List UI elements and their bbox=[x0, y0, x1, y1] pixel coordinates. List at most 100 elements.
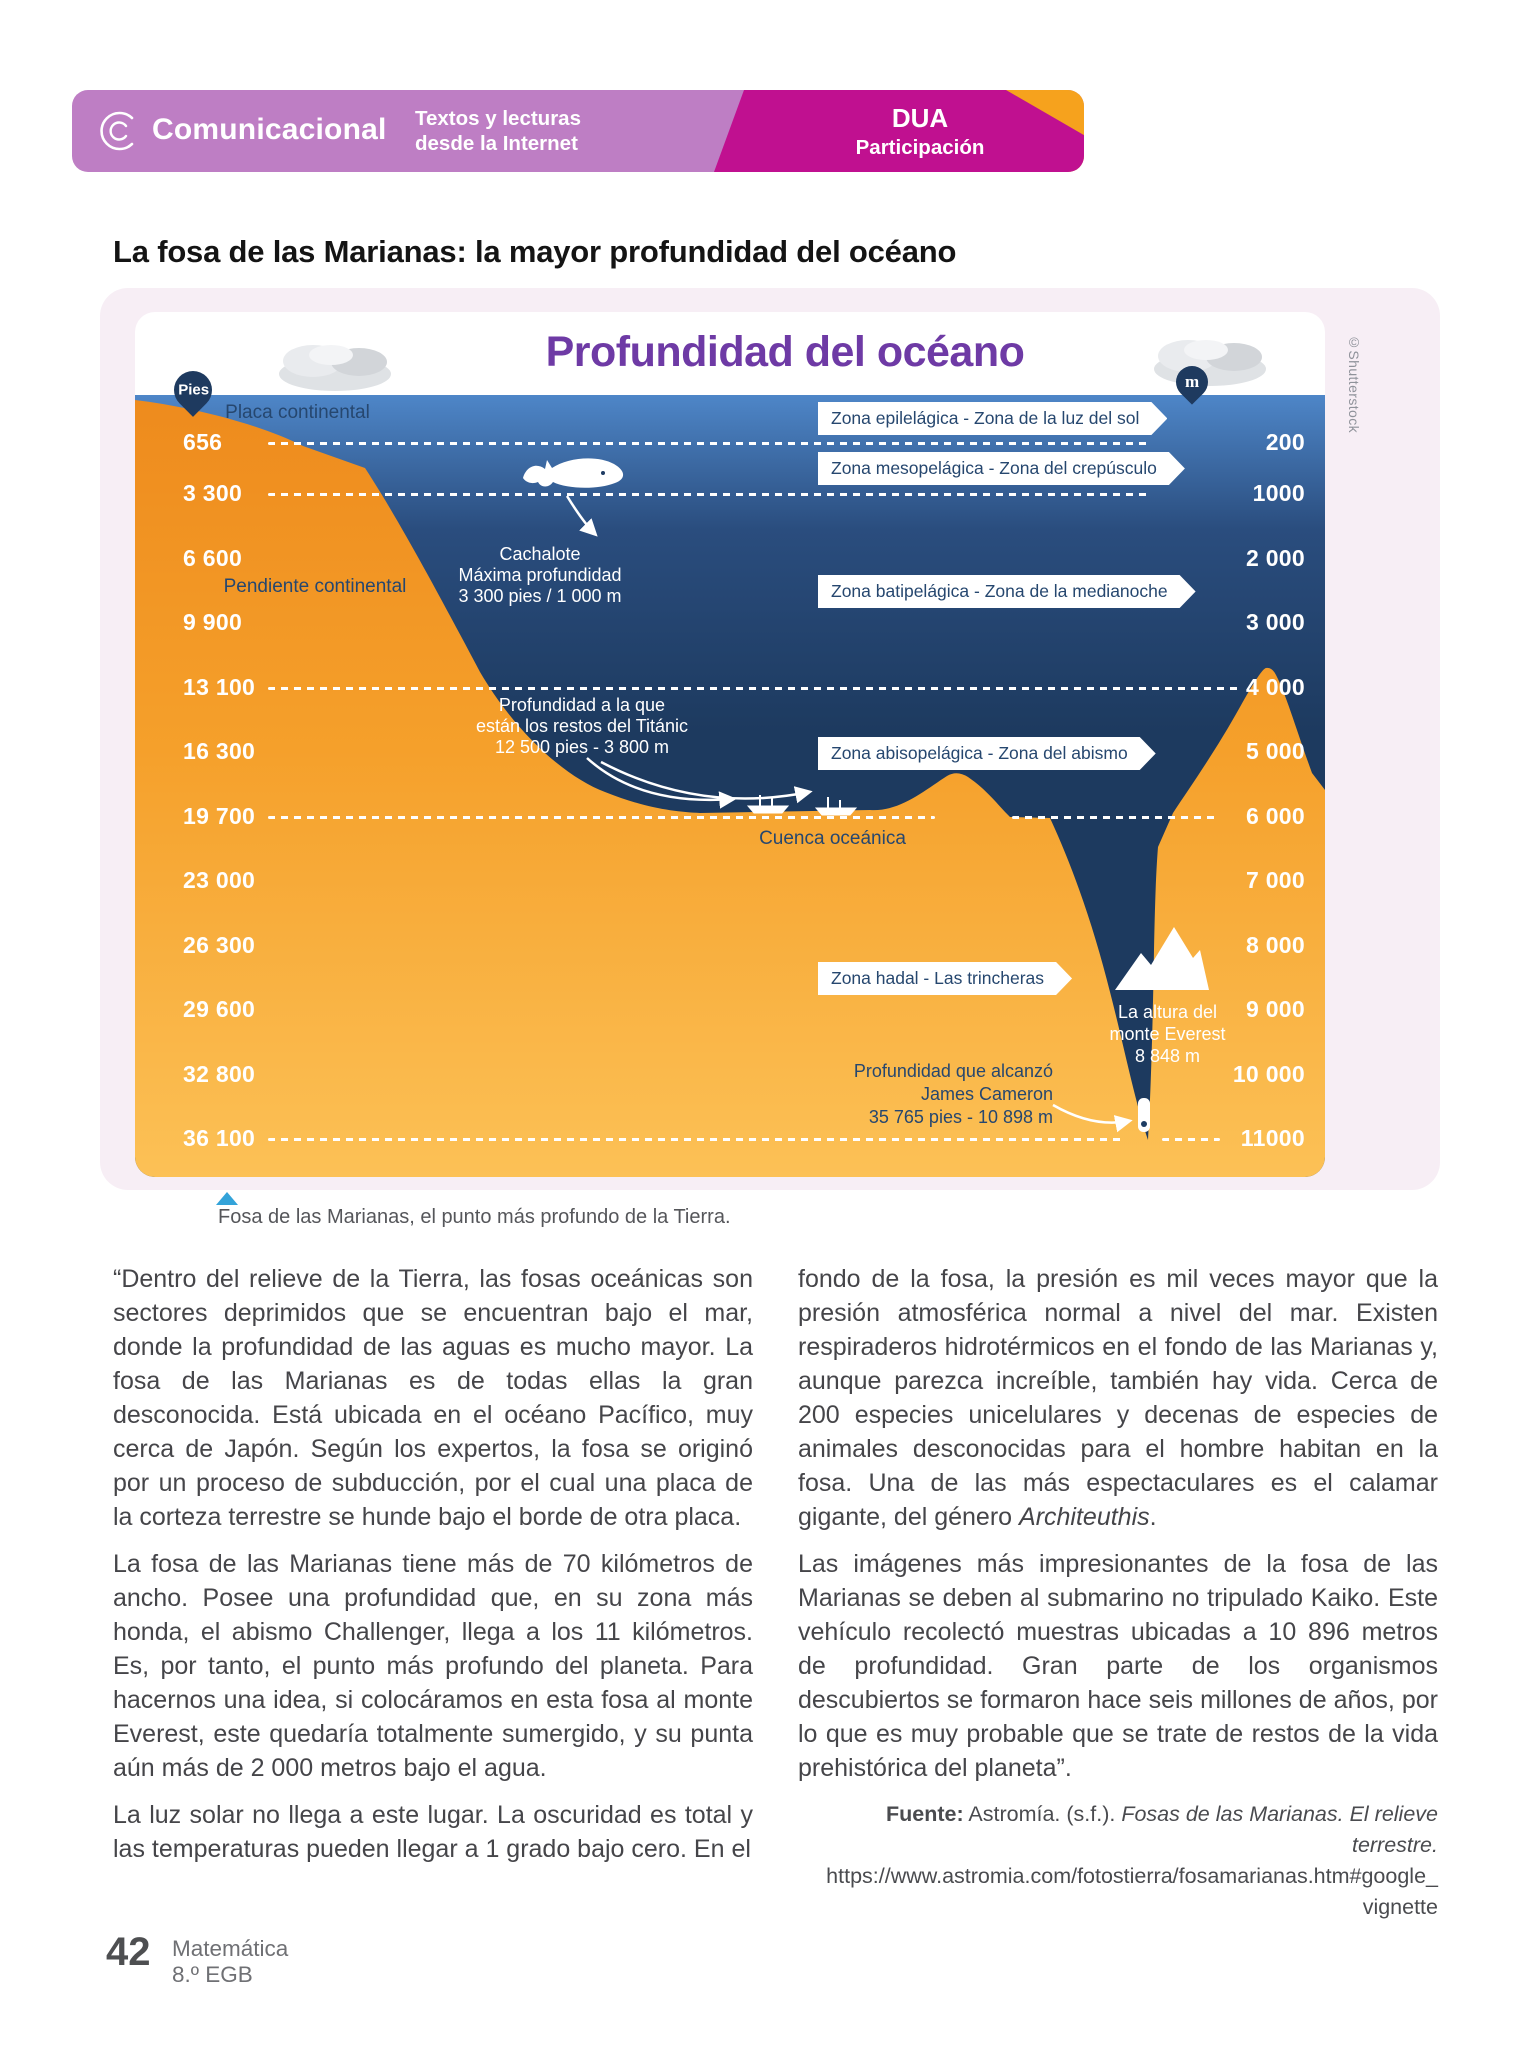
annotation-line: monte Everest bbox=[1109, 1024, 1226, 1044]
depth-line-200m bbox=[268, 442, 1148, 445]
titanic-arrow-1 bbox=[586, 757, 737, 809]
feet-scale-value: 29 600 bbox=[183, 996, 256, 1022]
paragraph: La luz solar no llega a este lugar. La o… bbox=[113, 1801, 753, 1863]
meter-scale-value: 10 000 bbox=[1232, 1061, 1305, 1087]
meter-scale-value: 11000 bbox=[1240, 1125, 1305, 1151]
meter-scale-value: 200 bbox=[1265, 429, 1305, 455]
footer-grade: 8.º EGB bbox=[172, 1962, 253, 1987]
feet-scale-value: 32 800 bbox=[183, 1061, 256, 1087]
figure-caption: Fosa de las Marianas, el punto más profu… bbox=[218, 1206, 731, 1228]
feet-scale-value: 19 700 bbox=[183, 803, 256, 829]
source-url: https://www.astromia.com/fotostierra/fos… bbox=[826, 1864, 1438, 1888]
zone-hadal: Zona hadal - Las trincheras bbox=[818, 962, 1072, 995]
depth-line-4000m bbox=[268, 687, 1238, 690]
zone-epipelagic: Zona epilelágica - Zona de la luz del so… bbox=[818, 402, 1167, 435]
annotation-line: Profundidad que alcanzó bbox=[853, 1061, 1053, 1081]
paragraph: fondo de la fosa, la presión es mil vece… bbox=[798, 1262, 1438, 1534]
page-number: 42 bbox=[106, 1930, 151, 1974]
label-continental-slope: Pendiente continental bbox=[223, 576, 407, 597]
feet-scale-value: 3 300 bbox=[183, 480, 243, 506]
source-work-title: Fosas de las Marianas. El relieve terres… bbox=[1121, 1802, 1438, 1857]
meter-scale-value: 1000 bbox=[1252, 480, 1305, 506]
depth-line-1000m bbox=[268, 493, 1148, 496]
strand-title: Textos y lecturas desde la Internet bbox=[415, 106, 581, 156]
strand-line-2: desde la Internet bbox=[415, 132, 578, 155]
meter-scale-value: 7 000 bbox=[1245, 867, 1305, 893]
footer-subject: Matemática bbox=[172, 1936, 289, 1961]
header-dua-panel bbox=[714, 90, 1084, 172]
meter-scale-value: 4 000 bbox=[1245, 674, 1305, 700]
feet-scale-value: 9 900 bbox=[183, 609, 243, 635]
brand-name: Comunicacional bbox=[152, 113, 387, 146]
dua-sublabel: Participación bbox=[855, 136, 985, 159]
sperm-whale-icon bbox=[523, 458, 624, 488]
cameron-arrow bbox=[1052, 1103, 1133, 1133]
annotation-line: Máxima profundidad bbox=[458, 565, 622, 585]
header-band: Comunicacional Textos y lecturas desde l… bbox=[72, 90, 1084, 172]
source-citation: Fuente: Astromía. (s.f.). Fosas de las M… bbox=[798, 1799, 1438, 1923]
article-left-column: “Dentro del relieve de la Tierra, las fo… bbox=[113, 1262, 753, 1879]
paragraph: “Dentro del relieve de la Tierra, las fo… bbox=[113, 1265, 753, 1531]
annotation-titanic: Profundidad a la que están los restos de… bbox=[457, 695, 707, 758]
annotation-sperm-whale: Cachalote Máxima profundidad 3 300 pies … bbox=[445, 544, 635, 607]
annotation-line: 8 848 m bbox=[1134, 1046, 1201, 1066]
annotation-line: Cachalote bbox=[499, 544, 581, 564]
paragraph: Las imágenes más impresionantes de la fo… bbox=[798, 1550, 1438, 1782]
label-continental-shelf: Placa continental bbox=[225, 402, 370, 423]
annotation-everest: La altura del monte Everest 8 848 m bbox=[1085, 1001, 1250, 1067]
meter-scale-value: 2 000 bbox=[1245, 545, 1305, 571]
paragraph-text: fondo de la fosa, la presión es mil vece… bbox=[798, 1265, 1438, 1531]
annotation-line: 12 500 pies - 3 800 m bbox=[494, 737, 670, 757]
titanic-arrow-2 bbox=[600, 760, 813, 804]
feet-scale-value: 6 600 bbox=[183, 545, 243, 571]
label-ocean-basin: Cuenca oceánica bbox=[759, 828, 906, 849]
strand-line-1: Textos y lecturas bbox=[415, 107, 581, 130]
source-author: Astromía. (s.f.). bbox=[963, 1802, 1122, 1826]
annotation-line: 35 765 pies - 10 898 m bbox=[868, 1107, 1053, 1127]
feet-scale-value: 13 100 bbox=[183, 674, 256, 700]
page-title: La fosa de las Marianas: la mayor profun… bbox=[113, 234, 957, 269]
species-name: Architeuthis bbox=[1019, 1503, 1150, 1531]
infographic-title: Profundidad del océano bbox=[545, 328, 1025, 376]
feet-unit-label: Pies bbox=[177, 381, 209, 399]
dua-badge: DUA Participación bbox=[830, 103, 1010, 160]
meter-scale-value: 3 000 bbox=[1245, 609, 1305, 635]
zone-abyssopelagic: Zona abisopelágica - Zona del abismo bbox=[818, 737, 1156, 770]
meter-scale-value: 5 000 bbox=[1245, 738, 1305, 764]
everest-mountain-icon bbox=[1115, 927, 1209, 990]
zone-mesopelagic: Zona mesopelágica - Zona del crepúsculo bbox=[818, 452, 1185, 485]
caption-marker-icon bbox=[216, 1192, 238, 1205]
depth-line-11000m bbox=[268, 1138, 1125, 1141]
titanic-wreck-icon bbox=[746, 795, 858, 816]
feet-scale-value: 656 bbox=[183, 429, 223, 455]
submersible-icon bbox=[1138, 1098, 1150, 1132]
whale-arrow bbox=[565, 495, 598, 537]
depth-line-6000m bbox=[268, 816, 935, 819]
cloud-left-icon bbox=[279, 345, 391, 391]
paragraph: La fosa de las Marianas tiene más de 70 … bbox=[113, 1550, 753, 1782]
paragraph-text: . bbox=[1149, 1503, 1157, 1531]
meter-scale-value: 6 000 bbox=[1245, 803, 1305, 829]
article-right-column: fondo de la fosa, la presión es mil vece… bbox=[798, 1262, 1438, 1923]
zone-bathypelagic: Zona batipelágica - Zona de la medianoch… bbox=[818, 575, 1196, 608]
annotation-line: 3 300 pies / 1 000 m bbox=[458, 586, 622, 606]
meter-scale-value: 9 000 bbox=[1245, 996, 1305, 1022]
annotation-line: están los restos del Titánic bbox=[475, 716, 689, 736]
annotation-line: James Cameron bbox=[920, 1084, 1053, 1104]
source-label: Fuente: bbox=[885, 1802, 964, 1826]
feet-scale-value: 36 100 bbox=[183, 1125, 256, 1151]
image-credit: ©Shutterstock bbox=[1346, 334, 1362, 434]
depth-line-6000m-right bbox=[1012, 816, 1220, 819]
annotation-line: Profundidad a la que bbox=[498, 695, 666, 715]
meter-scale-value: 8 000 bbox=[1245, 932, 1305, 958]
comunicacional-logo-icon bbox=[92, 105, 144, 162]
feet-scale-value: 16 300 bbox=[183, 738, 256, 764]
infographic-card: Profundidad del océano Pies m 656 3 300 … bbox=[135, 312, 1325, 1177]
annotation-line: La altura del bbox=[1117, 1002, 1218, 1022]
annotation-james-cameron: Profundidad que alcanzó James Cameron 35… bbox=[825, 1060, 1053, 1129]
dua-label: DUA bbox=[891, 103, 949, 133]
meters-unit-label: m bbox=[1184, 372, 1200, 392]
feet-scale-value: 26 300 bbox=[183, 932, 256, 958]
depth-line-11000m-right bbox=[1162, 1138, 1220, 1141]
